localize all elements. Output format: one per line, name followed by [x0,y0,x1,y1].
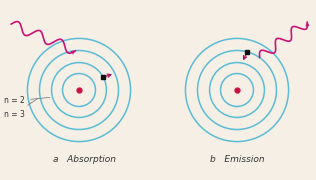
Text: n = 2: n = 2 [4,96,50,105]
Text: n = 3: n = 3 [4,98,38,119]
Text: a   Absorption: a Absorption [53,154,116,163]
Text: b   Emission: b Emission [210,154,264,163]
